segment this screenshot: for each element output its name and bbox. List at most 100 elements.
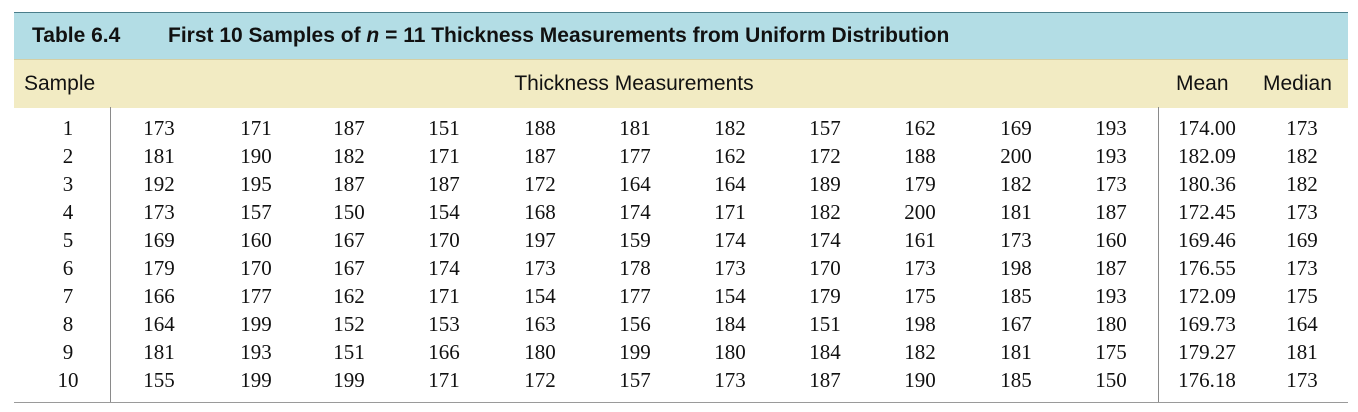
cell-measurement: 190 — [904, 368, 936, 392]
cell-measurement: 162 — [904, 116, 936, 140]
cell-mean: 172.09 — [1178, 284, 1236, 308]
cell-measurement: 173 — [904, 256, 936, 280]
cell-measurement: 193 — [1095, 144, 1127, 168]
cell-measurement: 200 — [904, 200, 936, 224]
cell-measurement: 187 — [524, 144, 556, 168]
cell-measurement: 157 — [240, 200, 272, 224]
cell-measurement: 199 — [240, 312, 272, 336]
cell-sample: 1 — [62, 116, 74, 140]
cell-measurement: 184 — [809, 340, 841, 364]
cell-mean: 174.00 — [1178, 116, 1236, 140]
cell-measurement: 167 — [333, 256, 365, 280]
cell-measurement: 173 — [143, 116, 175, 140]
cell-measurement: 185 — [1000, 368, 1032, 392]
cell-measurement: 167 — [333, 228, 365, 252]
header-sample: Sample — [24, 72, 96, 95]
cell-measurement: 182 — [714, 116, 746, 140]
divider-before-mean — [1158, 107, 1159, 402]
cell-measurement: 188 — [524, 116, 556, 140]
cell-measurement: 157 — [809, 116, 841, 140]
cell-measurement: 193 — [1095, 116, 1127, 140]
cell-measurement: 175 — [1095, 340, 1127, 364]
column-header-row: Sample Thickness Measurements Mean Media… — [14, 59, 1348, 108]
cell-measurement: 170 — [428, 228, 460, 252]
cell-measurement: 162 — [714, 144, 746, 168]
cell-measurement: 179 — [809, 284, 841, 308]
title-variable: n — [366, 24, 380, 47]
cell-measurement: 173 — [714, 368, 746, 392]
cell-median: 173 — [1286, 256, 1318, 280]
cell-measurement: 174 — [714, 228, 746, 252]
cell-measurement: 171 — [428, 368, 460, 392]
cell-median: 173 — [1286, 200, 1318, 224]
cell-sample: 4 — [62, 200, 74, 224]
cell-measurement: 173 — [143, 200, 175, 224]
cell-measurement: 198 — [904, 312, 936, 336]
header-median: Median — [1263, 72, 1332, 95]
cell-measurement: 153 — [428, 312, 460, 336]
cell-measurement: 187 — [333, 116, 365, 140]
cell-measurement: 164 — [143, 312, 175, 336]
cell-measurement: 193 — [1095, 284, 1127, 308]
cell-measurement: 170 — [809, 256, 841, 280]
cell-measurement: 160 — [1095, 228, 1127, 252]
table-title-bar: Table 6.4 First 10 Samples of n = 11 Thi… — [14, 12, 1348, 59]
cell-measurement: 156 — [619, 312, 651, 336]
cell-measurement: 172 — [524, 172, 556, 196]
cell-measurement: 172 — [809, 144, 841, 168]
cell-measurement: 175 — [904, 284, 936, 308]
cell-measurement: 173 — [1095, 172, 1127, 196]
title-suffix: = 11 Thickness Measurements from Uniform… — [385, 24, 950, 47]
table-row: 3 192 195 187 187 172 164 164 189 179 182 173 180.36… — [14, 169, 1348, 197]
table-title: First 10 Samples of n = 11 Thickness Mea… — [168, 24, 949, 48]
cell-measurement: 171 — [428, 144, 460, 168]
cell-measurement: 192 — [143, 172, 175, 196]
cell-measurement: 169 — [143, 228, 175, 252]
cell-measurement: 168 — [524, 200, 556, 224]
cell-measurement: 163 — [524, 312, 556, 336]
cell-measurement: 154 — [714, 284, 746, 308]
cell-measurement: 154 — [524, 284, 556, 308]
cell-measurement: 187 — [1095, 200, 1127, 224]
cell-measurement: 171 — [428, 284, 460, 308]
cell-measurement: 177 — [619, 144, 651, 168]
cell-measurement: 174 — [428, 256, 460, 280]
cell-measurement: 157 — [619, 368, 651, 392]
cell-median: 173 — [1286, 116, 1318, 140]
cell-measurement: 166 — [428, 340, 460, 364]
cell-measurement: 164 — [714, 172, 746, 196]
cell-measurement: 164 — [619, 172, 651, 196]
cell-median: 181 — [1286, 340, 1318, 364]
cell-measurement: 190 — [240, 144, 272, 168]
cell-sample: 3 — [62, 172, 74, 196]
cell-measurement: 151 — [809, 312, 841, 336]
table-row: 7 166 177 162 171 154 177 154 179 175 185 193 172.09… — [14, 281, 1348, 309]
cell-measurement: 188 — [904, 144, 936, 168]
cell-measurement: 187 — [1095, 256, 1127, 280]
cell-measurement: 187 — [333, 172, 365, 196]
cell-measurement: 173 — [714, 256, 746, 280]
cell-mean: 169.46 — [1178, 228, 1236, 252]
cell-measurement: 178 — [619, 256, 651, 280]
cell-measurement: 181 — [143, 340, 175, 364]
cell-measurement: 181 — [143, 144, 175, 168]
cell-measurement: 161 — [904, 228, 936, 252]
cell-measurement: 199 — [333, 368, 365, 392]
table-row: 4 173 157 150 154 168 174 171 182 200 181 187 172.45… — [14, 197, 1348, 225]
cell-measurement: 174 — [619, 200, 651, 224]
cell-mean: 176.55 — [1178, 256, 1236, 280]
cell-mean: 179.27 — [1178, 340, 1236, 364]
cell-measurement: 171 — [240, 116, 272, 140]
cell-measurement: 182 — [809, 200, 841, 224]
cell-measurement: 184 — [714, 312, 746, 336]
cell-measurement: 199 — [240, 368, 272, 392]
cell-median: 182 — [1286, 144, 1318, 168]
cell-measurement: 151 — [333, 340, 365, 364]
cell-measurement: 195 — [240, 172, 272, 196]
table-row: 8 164 199 152 153 163 156 184 151 198 167 180 169.73… — [14, 309, 1348, 337]
cell-median: 169 — [1286, 228, 1318, 252]
cell-measurement: 199 — [619, 340, 651, 364]
cell-measurement: 187 — [809, 368, 841, 392]
table-label: Table 6.4 — [32, 24, 121, 47]
table-row: 1 173 171 187 151 188 181 182 157 162 169 193 174.00… — [14, 113, 1348, 141]
